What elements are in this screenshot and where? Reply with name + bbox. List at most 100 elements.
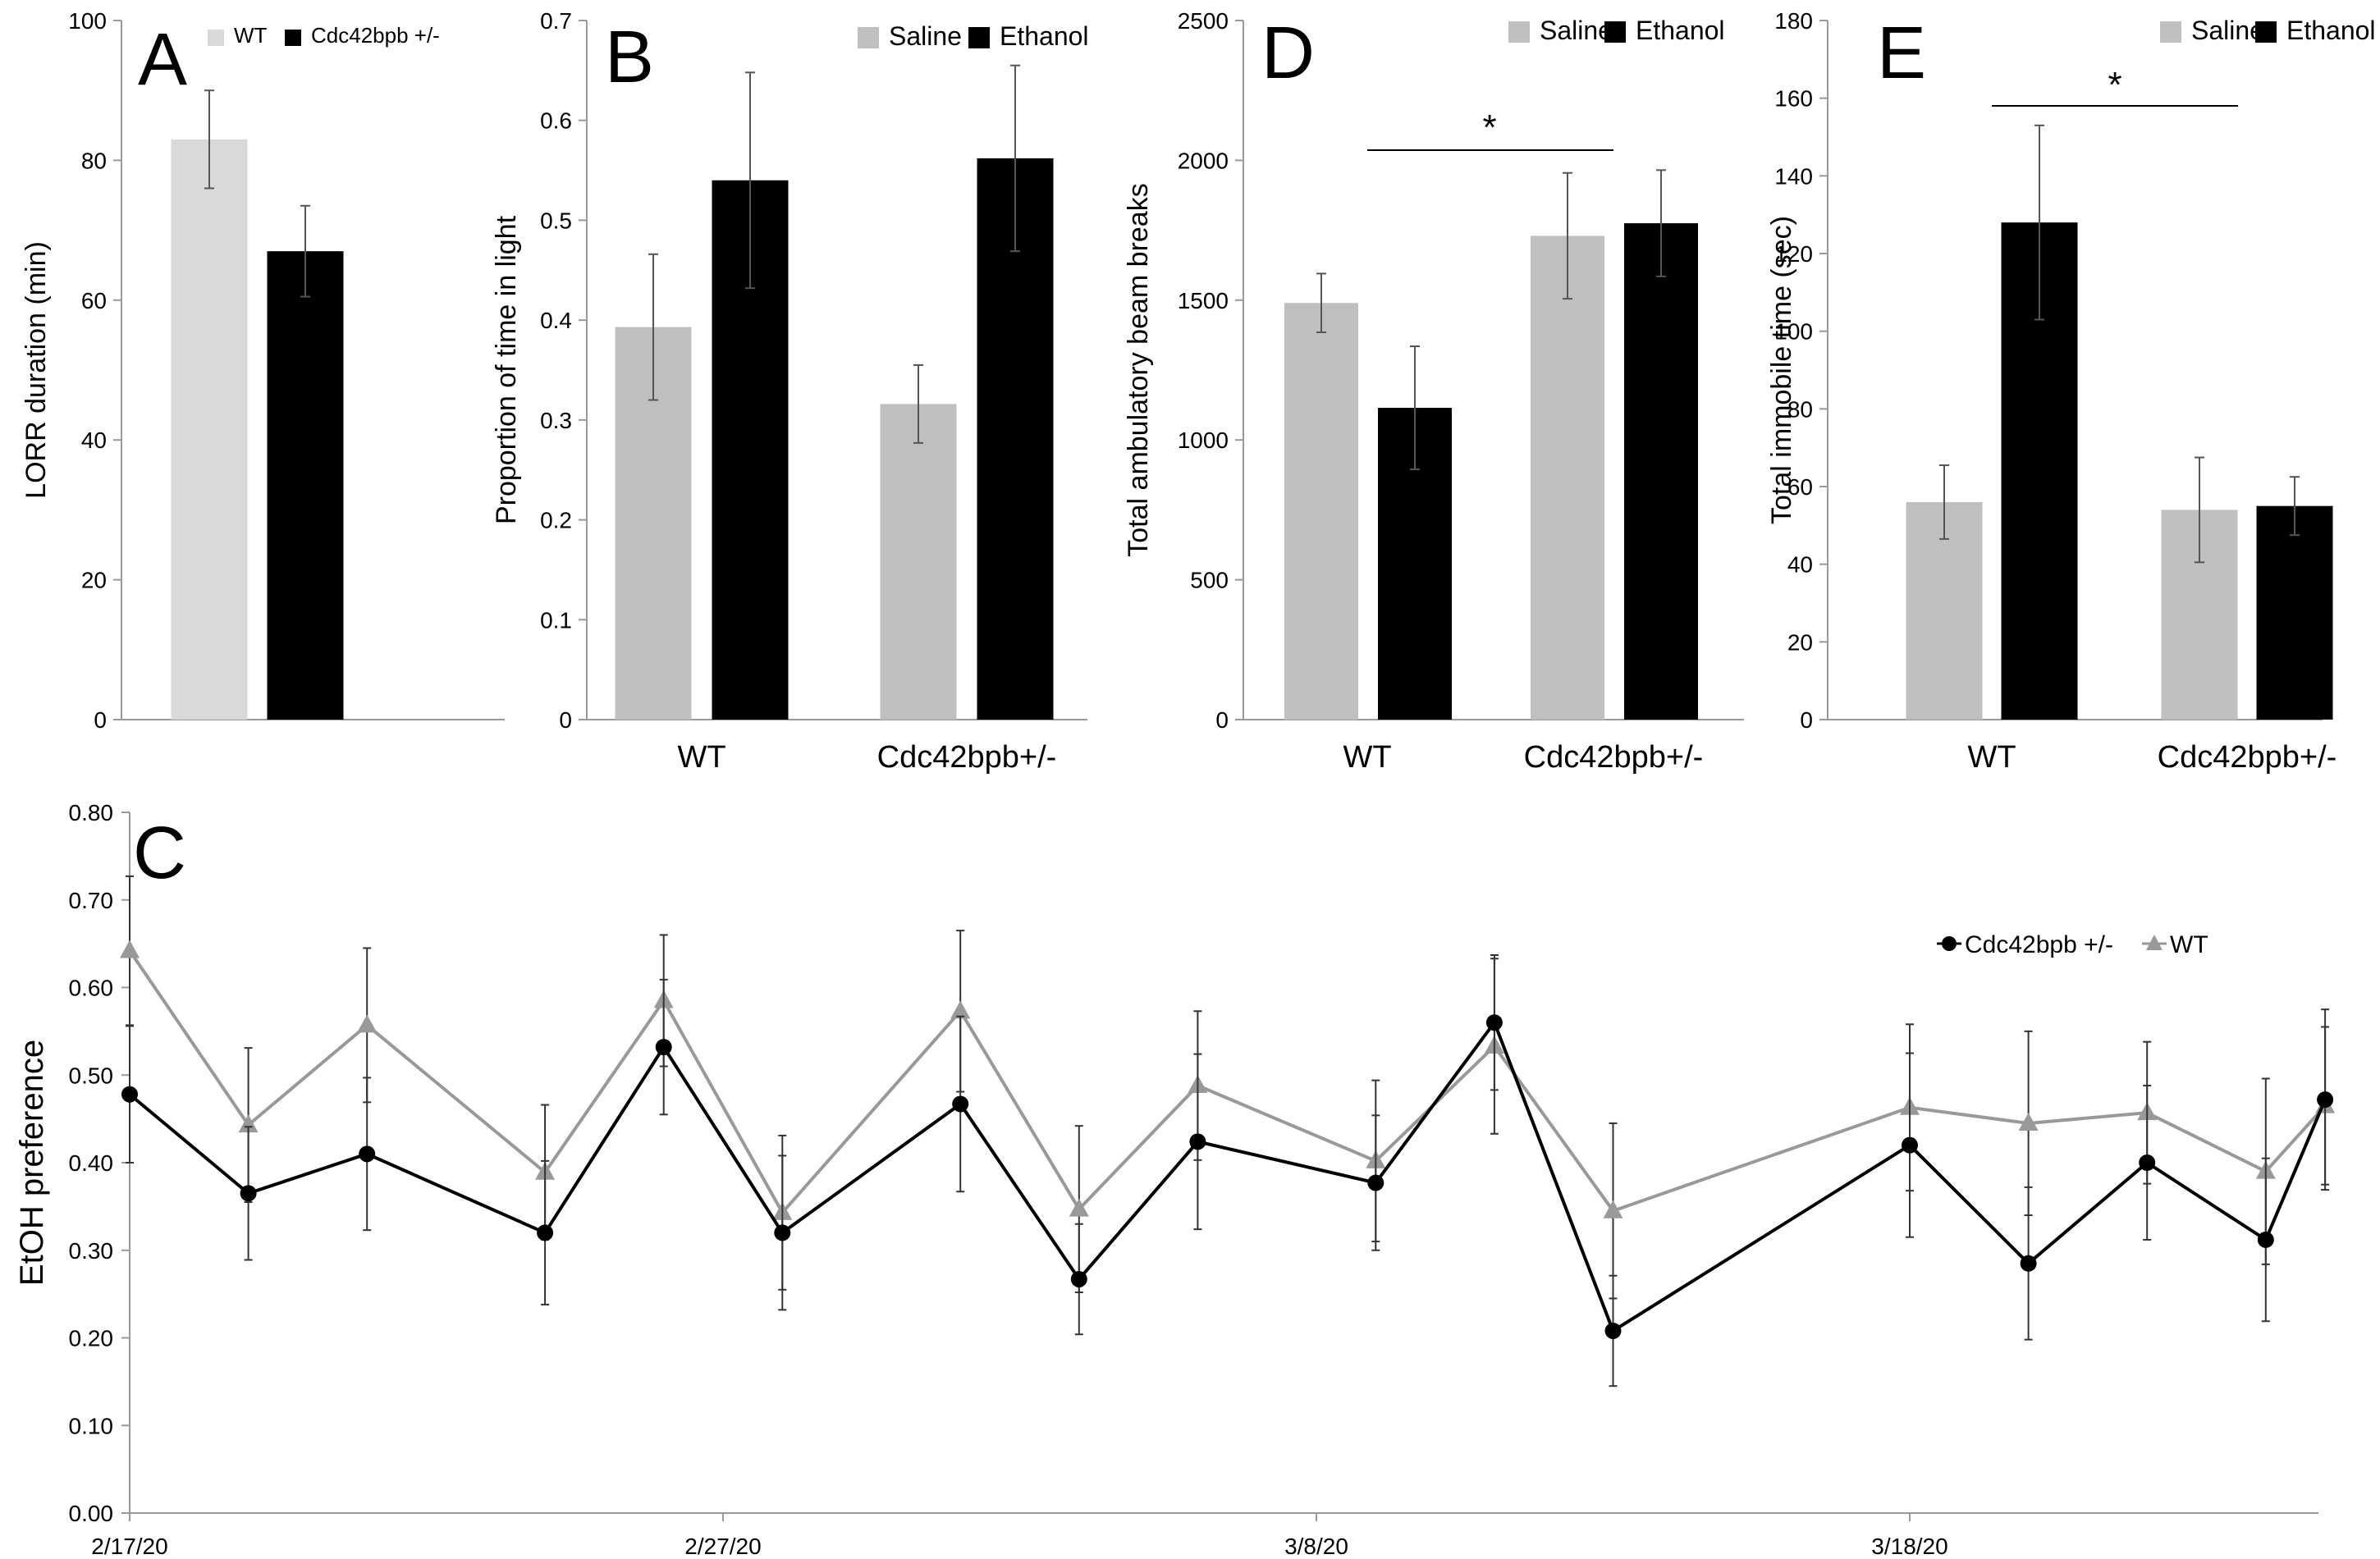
legend-swatch <box>1604 21 1626 43</box>
legend-label: Saline <box>889 21 962 51</box>
y-tick-label: 1500 <box>1178 288 1229 313</box>
y-tick-label: 100 <box>68 8 107 34</box>
data-point-circle <box>774 1224 791 1241</box>
y-tick-label: 180 <box>1774 8 1813 34</box>
y-tick-label: 140 <box>1774 163 1813 189</box>
legend-label: Ethanol <box>2286 16 2376 45</box>
legend-label: Cdc42bpb +/- <box>311 23 440 48</box>
data-point-circle <box>537 1224 554 1241</box>
x-tick-label: 2/17/20 <box>91 1534 167 1559</box>
y-tick-label: 100 <box>1774 319 1813 345</box>
y-tick-label: 0.70 <box>69 888 114 913</box>
significance-star: * <box>1482 107 1496 148</box>
data-point-circle <box>655 1039 672 1056</box>
legend-label: Saline <box>1540 16 1613 45</box>
data-point-circle <box>1189 1133 1206 1150</box>
data-point-circle <box>121 1086 138 1103</box>
panel-b-light-time-chart: 0 0.1 0.2 0.3 0.4 0.5 0.6 0.7 Proportion of time… <box>491 8 1089 775</box>
panel-letter: A <box>138 19 187 101</box>
y-tick-label: 0.30 <box>69 1238 114 1264</box>
legend-swatch <box>285 30 301 46</box>
y-tick-label: 2000 <box>1178 148 1229 173</box>
y-tick-label: 0.80 <box>69 800 114 825</box>
significance-star: * <box>2108 65 2121 105</box>
data-point-circle <box>1070 1270 1087 1287</box>
y-tick-label: 60 <box>1787 474 1813 500</box>
y-tick-label: 0.7 <box>540 8 572 34</box>
legend-swatch <box>208 30 224 46</box>
data-point-triangle <box>238 1114 259 1133</box>
data-point-triangle <box>2018 1112 2039 1131</box>
y-tick-label: 20 <box>1787 629 1813 655</box>
panel-letter: C <box>133 812 186 894</box>
y-tick-label: 0 <box>1215 707 1229 733</box>
legend-marker-circle <box>1942 936 1957 951</box>
y-tick-label: 0 <box>94 707 107 733</box>
data-point-circle <box>359 1145 376 1163</box>
y-tick-label: 0.00 <box>69 1501 114 1526</box>
y-tick-label: 2500 <box>1178 8 1229 34</box>
y-tick-label: 0.60 <box>69 976 114 1001</box>
y-tick-label: 1000 <box>1178 427 1229 453</box>
bar-saline <box>1284 303 1358 720</box>
x-tick-label: 3/8/20 <box>1284 1534 1348 1559</box>
y-tick-label: 0.2 <box>540 508 572 533</box>
y-tick-label: 0.40 <box>69 1150 114 1176</box>
y-tick-label: 80 <box>1787 396 1813 422</box>
y-tick-label: 80 <box>81 148 107 173</box>
y-axis-title: Total ambulatory beam breaks <box>1123 183 1154 556</box>
data-point-triangle <box>120 940 140 958</box>
panel-a-lorr-duration-chart: 0 20 40 60 80 100 LORR duration (min) A WT Cdc42b… <box>21 8 505 733</box>
data-point-circle <box>240 1185 257 1202</box>
category-label: Cdc42bpb+/- <box>2158 740 2337 775</box>
y-tick-label: 0.50 <box>69 1063 114 1088</box>
y-tick-label: 0.6 <box>540 108 572 134</box>
y-tick-label: 0.4 <box>540 308 572 333</box>
y-tick-label: 0.20 <box>69 1326 114 1351</box>
bar-cdc42bpb- <box>267 251 344 720</box>
data-point-circle <box>2317 1091 2334 1109</box>
panel-letter: E <box>1877 12 1926 94</box>
data-point-circle <box>952 1095 969 1113</box>
y-tick-label: 0.5 <box>540 208 572 233</box>
bar-ethanol <box>2256 505 2333 720</box>
y-tick-label: 160 <box>1774 86 1813 112</box>
panel-letter: B <box>605 16 654 98</box>
x-tick-label: 3/18/20 <box>1871 1534 1947 1559</box>
category-label: Cdc42bpb+/- <box>877 740 1057 775</box>
bar-wt <box>171 139 248 720</box>
legend-swatch <box>968 27 990 48</box>
category-label: WT <box>677 740 725 775</box>
bar-saline <box>880 404 957 720</box>
x-tick-label: 2/27/20 <box>684 1534 761 1559</box>
data-point-triangle <box>1603 1200 1623 1218</box>
data-point-circle <box>2139 1154 2156 1171</box>
y-axis-title: LORR duration (min) <box>21 241 52 499</box>
panel-e-immobile-time-chart: 0 20 40 60 80 100 120 140 160 180 Total immobile t… <box>1766 8 2376 775</box>
panel-letter: D <box>1261 12 1315 94</box>
legend-swatch <box>2160 21 2181 43</box>
category-label: WT <box>1343 740 1391 775</box>
data-point-circle <box>2257 1231 2274 1248</box>
y-tick-label: 120 <box>1774 241 1813 267</box>
data-point-triangle <box>950 1000 971 1019</box>
y-tick-label: 40 <box>1787 552 1813 578</box>
data-point-circle <box>1485 1014 1503 1031</box>
legend-label: Ethanol <box>1636 16 1725 45</box>
data-point-triangle <box>357 1014 378 1033</box>
legend-swatch <box>858 27 879 48</box>
data-point-circle <box>1604 1322 1622 1339</box>
category-label: WT <box>1967 740 2016 775</box>
y-tick-label: 0 <box>559 707 572 733</box>
data-point-circle <box>2020 1255 2037 1272</box>
legend-label: Ethanol <box>1000 21 1089 51</box>
y-tick-label: 500 <box>1190 568 1229 593</box>
bar-ethanol <box>1624 223 1698 720</box>
panel-d-beam-breaks-chart: 0 500 1000 1500 2000 2500 Total ambulatory bea… <box>1123 8 1744 775</box>
legend-label: Cdc42bpb +/- <box>1965 931 2113 958</box>
y-tick-label: 0.10 <box>69 1413 114 1438</box>
y-tick-label: 40 <box>81 427 107 453</box>
y-tick-label: 60 <box>81 288 107 313</box>
y-tick-label: 20 <box>81 568 107 593</box>
